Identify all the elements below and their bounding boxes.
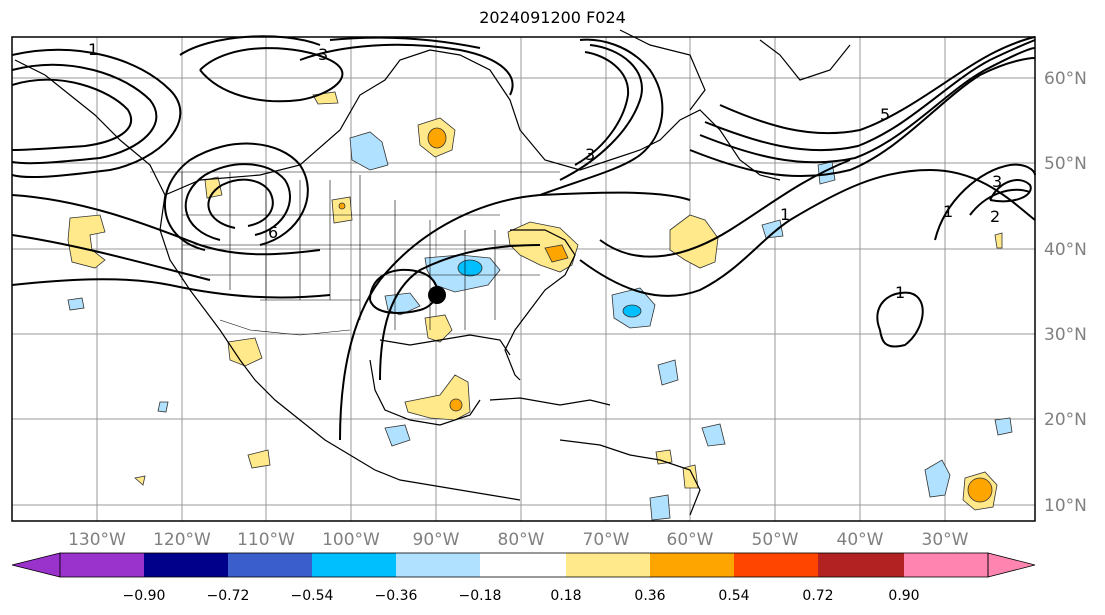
- lon-label: 120°W: [153, 530, 211, 550]
- latitude-labels: 60°N 50°N 40°N 30°N 20°N 10°N: [1044, 69, 1087, 516]
- colorbar: −0.90 −0.72 −0.54 −0.36 −0.18 0.18 0.36 …: [11, 552, 1036, 604]
- colorbar-tick: −0.54: [291, 588, 334, 604]
- colorbar-tick: −0.18: [459, 588, 502, 604]
- contour-label: 5: [880, 105, 890, 124]
- contour-label: 2: [990, 207, 1000, 226]
- contour-label: 3: [585, 145, 595, 164]
- colorbar-tick: 0.36: [634, 588, 665, 604]
- colorbar-bin: [734, 553, 818, 577]
- contour-label: 1: [780, 205, 790, 224]
- colorbar-bin: [312, 553, 396, 577]
- contour-label: 3: [318, 45, 328, 64]
- colorbar-extend-low: [11, 552, 61, 578]
- shaded-anomalies: [67, 91, 1013, 521]
- colorbar-tick: −0.90: [123, 588, 166, 604]
- map-title: 2024091200 F024: [479, 8, 626, 27]
- colorbar-bin: [60, 553, 144, 577]
- lat-label: 60°N: [1044, 69, 1087, 89]
- colorbar-outline: [59, 552, 989, 578]
- colorbar-tick: 0.72: [802, 588, 833, 604]
- lon-label: 60°W: [667, 530, 714, 550]
- contour-label: 1: [943, 202, 953, 221]
- location-marker: [428, 286, 446, 304]
- colorbar-bin: [904, 553, 988, 577]
- contour-label: 1: [88, 40, 98, 59]
- colorbar-bin: [480, 553, 566, 577]
- colorbar-bin: [144, 553, 228, 577]
- lon-label: 80°W: [498, 530, 545, 550]
- lon-label: 40°W: [837, 530, 884, 550]
- lon-label: 70°W: [583, 530, 630, 550]
- colorbar-bin: [818, 553, 904, 577]
- colorbar-tick: 0.18: [550, 588, 581, 604]
- political-borders: [150, 171, 560, 336]
- colorbar-tick: −0.72: [207, 588, 250, 604]
- lat-label: 30°N: [1044, 325, 1087, 345]
- lon-label: 100°W: [322, 530, 380, 550]
- contour-label: 6: [268, 223, 278, 242]
- colorbar-bin: [650, 553, 734, 577]
- colorbar-tick: −0.36: [375, 588, 418, 604]
- contour-lines: [11, 35, 1036, 441]
- colorbar-bin: [396, 553, 480, 577]
- lon-label: 110°W: [237, 530, 295, 550]
- lon-label: 30°W: [922, 530, 969, 550]
- coastlines: [14, 29, 851, 516]
- contour-label: 3: [992, 172, 1002, 191]
- lon-label: 130°W: [68, 530, 126, 550]
- lon-label: 50°W: [752, 530, 799, 550]
- lat-label: 20°N: [1044, 410, 1087, 430]
- map-frame: [11, 36, 1036, 522]
- lat-label: 10°N: [1044, 496, 1087, 516]
- colorbar-tick: 0.54: [718, 588, 749, 604]
- contour-labels: 1 1 3 6 1 2 3 1 5 3: [88, 40, 1002, 302]
- colorbar-tick: 0.90: [888, 588, 919, 604]
- longitude-labels: 130°W 120°W 110°W 100°W 90°W 80°W 70°W 6…: [68, 530, 969, 550]
- lat-label: 50°N: [1044, 154, 1087, 174]
- lat-label: 40°N: [1044, 240, 1087, 260]
- colorbar-bin: [228, 553, 312, 577]
- lon-label: 90°W: [413, 530, 460, 550]
- colorbar-extend-high: [987, 552, 1036, 578]
- colorbar-bin: [566, 553, 650, 577]
- contour-label: 1: [895, 283, 905, 302]
